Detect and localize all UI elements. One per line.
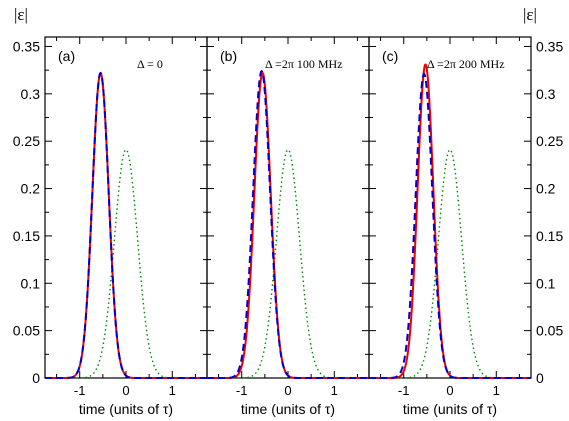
panel-label: (a) (58, 48, 75, 64)
panel-annotation: Δ =2π 200 MHz (427, 57, 505, 71)
x-tick-label: -1 (398, 383, 410, 398)
panel-label: (b) (220, 48, 237, 64)
x-tick-label: 0 (122, 383, 129, 398)
series-dotted-line (45, 148, 207, 379)
y-tick-label-left: 0.05 (13, 323, 40, 339)
series-solid-line (369, 63, 531, 379)
series-solid-line (207, 71, 369, 379)
y-tick-label-left: 0.35 (13, 38, 40, 54)
x-tick-label: 1 (169, 383, 176, 398)
series-dashed-line (207, 69, 369, 379)
series-solid-line (45, 71, 207, 379)
x-tick-label: 1 (493, 383, 500, 398)
y-tick-label-right: 0.1 (536, 275, 556, 291)
y-axis-label-right: |ε| (523, 5, 537, 24)
y-tick-label-right: 0.2 (536, 181, 556, 197)
x-tick-label: -1 (74, 383, 86, 398)
series-dotted-line (207, 148, 369, 379)
y-tick-label-right: 0 (536, 370, 544, 386)
y-tick-label-left: 0.15 (13, 228, 40, 244)
panel-annotation: Δ = 0 (137, 57, 163, 71)
y-tick-label-right: 0.15 (536, 228, 563, 244)
x-axis-label: time (units of τ) (79, 401, 173, 417)
panel-frame (368, 36, 532, 379)
x-tick-label: 1 (331, 383, 338, 398)
y-tick-label-right: 0.35 (536, 38, 563, 54)
y-tick-label-right: 0.3 (536, 86, 556, 102)
y-tick-label-right: 0.05 (536, 323, 563, 339)
panel-c: -1 0 1 time (units of τ) (c) Δ =2π 200 MHz (368, 36, 532, 417)
panels-group: -1 0 1 time (units of τ) (a) Δ = 0 -1 0 1 time (u… (13, 36, 563, 417)
y-tick-label-left: 0.3 (21, 86, 41, 102)
panel-b: -1 0 1 time (units of τ) (b) Δ =2π 100 MHz (206, 36, 370, 417)
axis-labels-group: |ε| |ε| (14, 5, 537, 24)
series-dotted-line (369, 148, 531, 379)
y-tick-label-left: 0.1 (21, 275, 41, 291)
x-axis-label: time (units of τ) (241, 401, 335, 417)
x-tick-label: -1 (236, 383, 248, 398)
x-tick-label: 0 (446, 383, 453, 398)
y-tick-label-left: 0 (32, 370, 40, 386)
series-dashed-line (45, 71, 207, 379)
x-axis-label: time (units of τ) (403, 401, 497, 417)
series-dashed-line (369, 72, 531, 379)
y-tick-label-left: 0.2 (21, 181, 41, 197)
y-tick-label-left: 0.25 (13, 133, 40, 149)
panel-frame (44, 36, 208, 379)
panel-label: (c) (382, 48, 398, 64)
x-tick-label: 0 (284, 383, 291, 398)
panel-a: -1 0 1 time (units of τ) (a) Δ = 0 (44, 36, 208, 417)
y-axis-label-left: |ε| (14, 5, 28, 24)
panel-annotation: Δ =2π 100 MHz (265, 57, 343, 71)
panel-frame (206, 36, 370, 379)
y-tick-label-right: 0.25 (536, 133, 563, 149)
